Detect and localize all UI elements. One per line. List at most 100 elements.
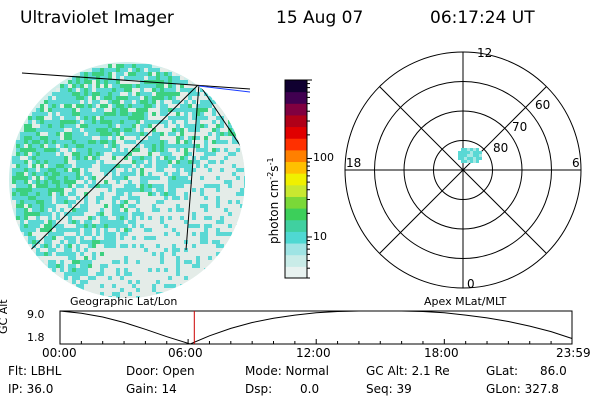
disk-pixel	[28, 228, 32, 232]
disk-pixel	[156, 264, 160, 268]
disk-pixel	[84, 208, 88, 212]
disk-pixel	[148, 164, 152, 168]
disk-pixel	[96, 140, 100, 144]
disk-pixel	[144, 212, 148, 216]
disk-pixel	[216, 176, 220, 180]
disk-pixel	[204, 104, 208, 108]
disk-pixel	[220, 216, 224, 220]
disk-pixel	[16, 192, 20, 196]
colorbar	[285, 80, 307, 279]
disk-pixel	[124, 80, 128, 84]
disk-pixel	[96, 268, 100, 272]
disk-pixel	[24, 156, 28, 160]
disk-pixel	[104, 280, 108, 284]
disk-pixel	[104, 84, 108, 88]
disk-pixel	[212, 184, 216, 188]
disk-pixel	[28, 232, 32, 236]
disk-pixel	[24, 216, 28, 220]
disk-pixel	[236, 172, 240, 176]
disk-pixel	[136, 184, 140, 188]
disk-pixel	[184, 172, 188, 176]
disk-pixel	[136, 108, 140, 112]
disk-pixel	[228, 200, 232, 204]
disk-pixel	[44, 220, 48, 224]
disk-pixel	[124, 168, 128, 172]
disk-pixel	[60, 140, 64, 144]
disk-pixel	[32, 132, 36, 136]
disk-pixel	[164, 188, 168, 192]
disk-pixel	[80, 72, 84, 76]
disk-pixel	[60, 256, 64, 260]
disk-pixel	[96, 280, 100, 284]
disk-pixel	[52, 268, 56, 272]
disk-pixel	[144, 256, 148, 260]
disk-pixel	[148, 208, 152, 212]
disk-pixel	[200, 252, 204, 256]
disk-pixel	[176, 124, 180, 128]
disk-pixel	[164, 212, 168, 216]
disk-pixel	[100, 256, 104, 260]
disk-pixel	[92, 216, 96, 220]
disk-pixel	[232, 128, 236, 132]
disk-pixel	[164, 128, 168, 132]
disk-pixel	[132, 284, 136, 288]
disk-pixel	[152, 164, 156, 168]
disk-pixel	[132, 128, 136, 132]
disk-pixel	[80, 232, 84, 236]
disk-pixel	[76, 124, 80, 128]
disk-pixel	[68, 268, 72, 272]
disk-pixel	[24, 132, 28, 136]
disk-pixel	[64, 184, 68, 188]
disk-pixel	[76, 232, 80, 236]
disk-pixel	[184, 280, 188, 284]
disk-pixel	[168, 232, 172, 236]
disk-pixel	[212, 172, 216, 176]
disk-pixel	[108, 256, 112, 260]
disk-pixel	[112, 68, 116, 72]
disk-pixel	[52, 176, 56, 180]
lat-label-60: 60	[535, 98, 551, 112]
disk-pixel	[36, 212, 40, 216]
disk-pixel	[56, 256, 60, 260]
aurora-pixel	[464, 160, 467, 163]
disk-pixel	[168, 184, 172, 188]
disk-pixel	[48, 100, 52, 104]
disk-pixel	[72, 240, 76, 244]
disk-pixel	[84, 272, 88, 276]
disk-pixel	[20, 180, 24, 184]
disk-pixel	[204, 232, 208, 236]
disk-pixel	[24, 180, 28, 184]
disk-pixel	[216, 124, 220, 128]
disk-pixel	[84, 100, 88, 104]
disk-pixel	[100, 140, 104, 144]
disk-pixel	[116, 152, 120, 156]
disk-pixel	[40, 200, 44, 204]
disk-pixel	[160, 288, 164, 292]
disk-pixel	[232, 136, 236, 140]
disk-pixel	[128, 192, 132, 196]
disk-pixel	[84, 276, 88, 280]
disk-pixel	[160, 216, 164, 220]
disk-pixel	[72, 172, 76, 176]
disk-pixel	[124, 232, 128, 236]
disk-pixel	[208, 124, 212, 128]
disk-pixel	[76, 280, 80, 284]
disk-pixel	[56, 204, 60, 208]
disk-pixel	[164, 244, 168, 248]
disk-pixel	[52, 184, 56, 188]
disk-pixel	[148, 72, 152, 76]
disk-pixel	[132, 136, 136, 140]
disk-pixel	[136, 296, 140, 298]
disk-pixel	[196, 160, 200, 164]
disk-pixel	[136, 244, 140, 248]
disk-pixel	[208, 172, 212, 176]
disk-pixel	[96, 204, 100, 208]
disk-pixel	[188, 88, 192, 92]
disk-pixel	[152, 224, 156, 228]
disk-pixel	[112, 276, 116, 280]
disk-pixel	[52, 228, 56, 232]
disk-pixel	[176, 112, 180, 116]
filter-status: Flt: LBHL	[8, 364, 62, 378]
disk-pixel	[220, 244, 224, 248]
disk-pixel	[100, 264, 104, 268]
